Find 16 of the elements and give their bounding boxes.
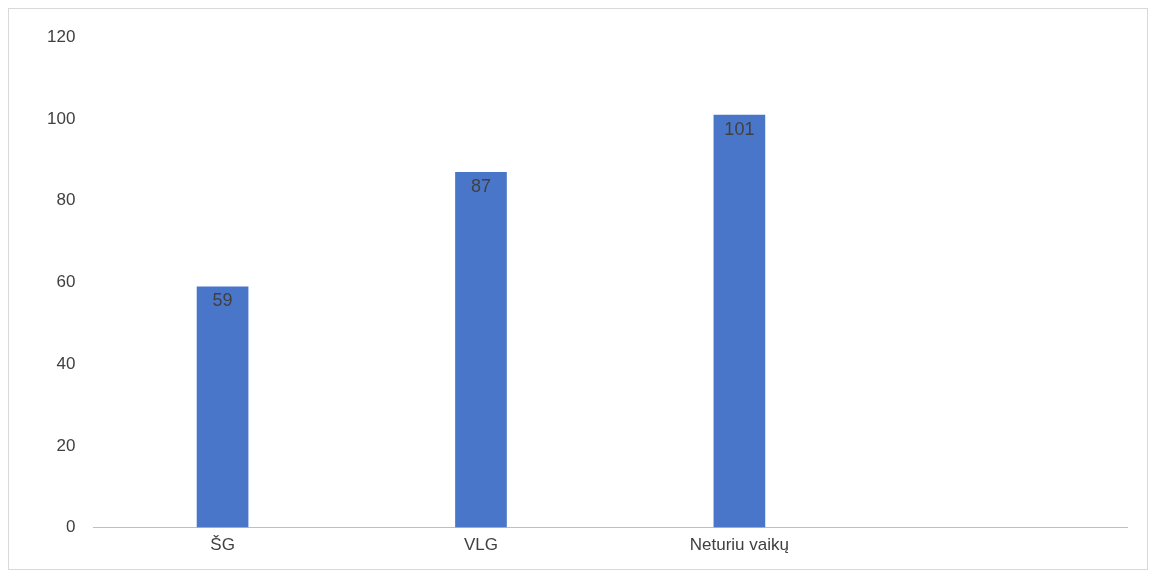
- y-tick-label: 80: [56, 190, 76, 210]
- data-label: 101: [724, 118, 755, 139]
- data-label: 87: [470, 176, 491, 197]
- y-tick-label: 20: [56, 435, 76, 455]
- y-tick-label: 60: [56, 272, 76, 292]
- y-tick-label: 0: [65, 517, 76, 537]
- x-tick-label: ŠG: [210, 535, 235, 555]
- y-tick-label: 120: [46, 26, 76, 46]
- x-tick-label: Neturiu vaikų: [689, 535, 789, 555]
- bar: [196, 286, 249, 528]
- x-tick-label: VLG: [463, 535, 498, 555]
- bar: [455, 172, 507, 528]
- bar: [713, 114, 766, 528]
- y-tick-label: 100: [46, 108, 76, 128]
- data-label: 59: [212, 290, 233, 311]
- y-tick-label: 40: [56, 353, 76, 373]
